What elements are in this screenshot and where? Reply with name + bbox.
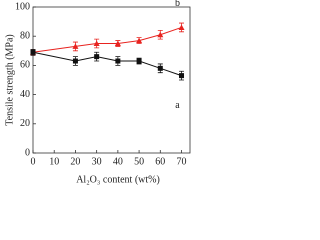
marker [30, 49, 36, 55]
marker [114, 40, 121, 46]
series-line [32, 26, 182, 53]
marker [72, 43, 79, 49]
y-tick-label: 100 [15, 1, 30, 12]
y-tick-label: 80 [20, 30, 30, 41]
y-tick-label: 20 [20, 118, 30, 129]
y-tick-label: 60 [20, 60, 30, 71]
y-tick-label: 0 [25, 147, 30, 158]
x-tick-label: 40 [113, 156, 123, 167]
x-tick-label: 30 [92, 156, 102, 167]
x-tick-label: 20 [70, 156, 80, 167]
x-tick-label: 10 [49, 156, 59, 167]
y-tick-label: 40 [20, 89, 30, 100]
marker [179, 73, 185, 79]
marker [136, 37, 143, 44]
marker [157, 31, 164, 38]
series-label: b [175, 0, 180, 9]
marker [136, 58, 142, 64]
chart: Al₂O₃ content (wt%) Tensile strength (MP… [4, 0, 191, 185]
marker [157, 65, 163, 71]
x-tick-label: 70 [177, 156, 187, 167]
x-axis-label: Al₂O₃ content (wt%) [76, 174, 160, 185]
marker [93, 40, 100, 46]
marker [72, 58, 78, 64]
marker [115, 58, 121, 64]
plot-frame [32, 6, 191, 154]
y-axis-label: Tensile strength (MPa) [4, 34, 15, 126]
marker [94, 54, 100, 60]
x-tick-label: 60 [155, 156, 165, 167]
x-tick-label: 0 [31, 156, 36, 167]
series-label: a [175, 100, 180, 111]
marker [178, 24, 185, 30]
x-tick-label: 50 [134, 156, 144, 167]
